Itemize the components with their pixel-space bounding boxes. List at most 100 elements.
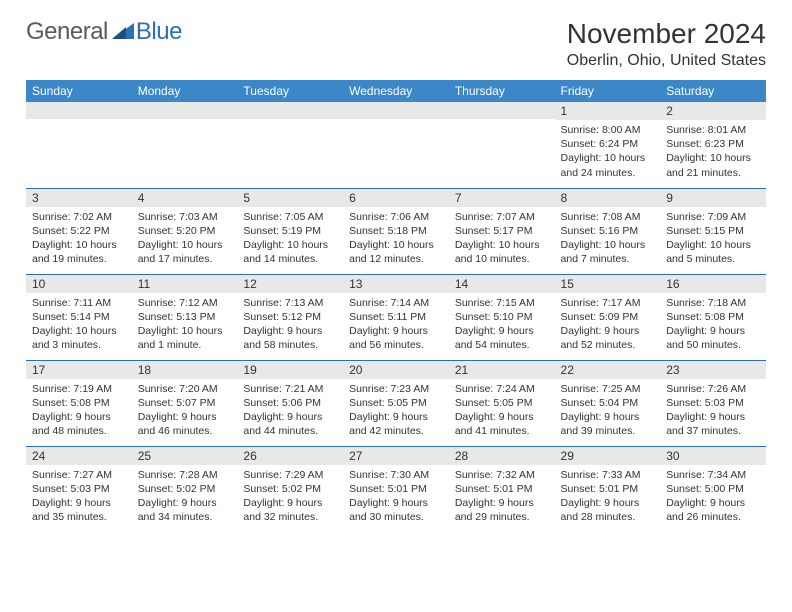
calendar-cell: 13Sunrise: 7:14 AMSunset: 5:11 PMDayligh… (343, 274, 449, 360)
sunset-text: Sunset: 5:07 PM (138, 396, 232, 410)
sunset-text: Sunset: 5:06 PM (243, 396, 337, 410)
location: Oberlin, Ohio, United States (567, 52, 766, 70)
calendar-cell: 9Sunrise: 7:09 AMSunset: 5:15 PMDaylight… (660, 188, 766, 274)
calendar-row: 1Sunrise: 8:00 AMSunset: 6:24 PMDaylight… (26, 102, 766, 188)
daylight-line1: Daylight: 9 hours (666, 410, 760, 424)
day-number: 8 (555, 189, 661, 207)
calendar-cell: 19Sunrise: 7:21 AMSunset: 5:06 PMDayligh… (237, 360, 343, 446)
sunrise-text: Sunrise: 7:27 AM (32, 468, 126, 482)
day-number: 3 (26, 189, 132, 207)
logo: General Blue (26, 18, 182, 46)
daylight-line1: Daylight: 9 hours (561, 410, 655, 424)
day-number: 16 (660, 275, 766, 293)
day-details: Sunrise: 7:11 AMSunset: 5:14 PMDaylight:… (26, 293, 132, 357)
day-number (237, 102, 343, 119)
day-details: Sunrise: 7:23 AMSunset: 5:05 PMDaylight:… (343, 379, 449, 443)
sunrise-text: Sunrise: 7:12 AM (138, 296, 232, 310)
calendar-cell: 26Sunrise: 7:29 AMSunset: 5:02 PMDayligh… (237, 446, 343, 532)
day-number: 26 (237, 447, 343, 465)
day-number: 12 (237, 275, 343, 293)
day-details: Sunrise: 7:25 AMSunset: 5:04 PMDaylight:… (555, 379, 661, 443)
daylight-line1: Daylight: 9 hours (561, 496, 655, 510)
sunset-text: Sunset: 5:04 PM (561, 396, 655, 410)
sunrise-text: Sunrise: 7:26 AM (666, 382, 760, 396)
sunset-text: Sunset: 5:20 PM (138, 224, 232, 238)
daylight-line2: and 34 minutes. (138, 510, 232, 524)
day-number: 14 (449, 275, 555, 293)
sunrise-text: Sunrise: 8:01 AM (666, 123, 760, 137)
daylight-line2: and 35 minutes. (32, 510, 126, 524)
sunset-text: Sunset: 5:02 PM (243, 482, 337, 496)
calendar-cell: 14Sunrise: 7:15 AMSunset: 5:10 PMDayligh… (449, 274, 555, 360)
daylight-line2: and 44 minutes. (243, 424, 337, 438)
sunset-text: Sunset: 6:24 PM (561, 137, 655, 151)
daylight-line1: Daylight: 9 hours (455, 324, 549, 338)
logo-text-2: Blue (136, 18, 182, 46)
day-details: Sunrise: 7:24 AMSunset: 5:05 PMDaylight:… (449, 379, 555, 443)
day-number: 1 (555, 102, 661, 120)
calendar-cell: 24 Sunrise: 7:27 AMSunset: 5:03 PMDayligh… (26, 446, 132, 532)
day-details: Sunrise: 7:19 AMSunset: 5:08 PMDaylight:… (26, 379, 132, 443)
day-number: 30 (660, 447, 766, 465)
daylight-line1: Daylight: 9 hours (138, 496, 232, 510)
sunrise-text: Sunrise: 7:14 AM (349, 296, 443, 310)
calendar-row: 10Sunrise: 7:11 AMSunset: 5:14 PMDayligh… (26, 274, 766, 360)
sunset-text: Sunset: 5:02 PM (138, 482, 232, 496)
daylight-line1: Daylight: 10 hours (32, 324, 126, 338)
daylight-line1: Daylight: 9 hours (666, 324, 760, 338)
daylight-line2: and 52 minutes. (561, 338, 655, 352)
logo-text-1: General (26, 18, 108, 46)
sunset-text: Sunset: 5:03 PM (666, 396, 760, 410)
sunrise-text: Sunrise: 7:09 AM (666, 210, 760, 224)
weekday-header: Tuesday (237, 80, 343, 102)
day-number: 19 (237, 361, 343, 379)
calendar-cell: 17Sunrise: 7:19 AMSunset: 5:08 PMDayligh… (26, 360, 132, 446)
daylight-line2: and 14 minutes. (243, 252, 337, 266)
title-block: November 2024 Oberlin, Ohio, United Stat… (567, 18, 766, 70)
daylight-line2: and 24 minutes. (561, 166, 655, 180)
weekday-header: Monday (132, 80, 238, 102)
day-number: 24 (26, 447, 132, 465)
daylight-line2: and 7 minutes. (561, 252, 655, 266)
day-number: 13 (343, 275, 449, 293)
calendar-cell: 6Sunrise: 7:06 AMSunset: 5:18 PMDaylight… (343, 188, 449, 274)
daylight-line2: and 17 minutes. (138, 252, 232, 266)
daylight-line2: and 37 minutes. (666, 424, 760, 438)
day-number: 11 (132, 275, 238, 293)
sunset-text: Sunset: 5:01 PM (349, 482, 443, 496)
day-details: Sunrise: 7:17 AMSunset: 5:09 PMDaylight:… (555, 293, 661, 357)
day-details: Sunrise: 7:33 AMSunset: 5:01 PMDaylight:… (555, 465, 661, 529)
daylight-line1: Daylight: 9 hours (349, 496, 443, 510)
calendar-row: 3Sunrise: 7:02 AMSunset: 5:22 PMDaylight… (26, 188, 766, 274)
day-number: 29 (555, 447, 661, 465)
day-number: 6 (343, 189, 449, 207)
calendar-cell: 10Sunrise: 7:11 AMSunset: 5:14 PMDayligh… (26, 274, 132, 360)
sunset-text: Sunset: 5:03 PM (32, 482, 126, 496)
daylight-line1: Daylight: 10 hours (138, 324, 232, 338)
daylight-line1: Daylight: 9 hours (349, 324, 443, 338)
daylight-line1: Daylight: 10 hours (243, 238, 337, 252)
calendar-cell: 11Sunrise: 7:12 AMSunset: 5:13 PMDayligh… (132, 274, 238, 360)
day-details: Sunrise: 7:30 AMSunset: 5:01 PMDaylight:… (343, 465, 449, 529)
day-details: Sunrise: 7:03 AMSunset: 5:20 PMDaylight:… (132, 207, 238, 271)
day-number: 10 (26, 275, 132, 293)
sunset-text: Sunset: 5:19 PM (243, 224, 337, 238)
daylight-line1: Daylight: 9 hours (138, 410, 232, 424)
daylight-line2: and 56 minutes. (349, 338, 443, 352)
daylight-line2: and 46 minutes. (138, 424, 232, 438)
daylight-line1: Daylight: 9 hours (32, 496, 126, 510)
sunrise-text: Sunrise: 7:05 AM (243, 210, 337, 224)
daylight-line2: and 29 minutes. (455, 510, 549, 524)
day-number: 7 (449, 189, 555, 207)
daylight-line2: and 10 minutes. (455, 252, 549, 266)
daylight-line1: Daylight: 9 hours (243, 324, 337, 338)
daylight-line2: and 5 minutes. (666, 252, 760, 266)
calendar-cell: 12Sunrise: 7:13 AMSunset: 5:12 PMDayligh… (237, 274, 343, 360)
day-details: Sunrise: 7:07 AMSunset: 5:17 PMDaylight:… (449, 207, 555, 271)
calendar-cell (449, 102, 555, 188)
daylight-line1: Daylight: 9 hours (243, 496, 337, 510)
daylight-line2: and 19 minutes. (32, 252, 126, 266)
day-details: Sunrise: 7:18 AMSunset: 5:08 PMDaylight:… (660, 293, 766, 357)
sunrise-text: Sunrise: 7:18 AM (666, 296, 760, 310)
sunset-text: Sunset: 5:12 PM (243, 310, 337, 324)
